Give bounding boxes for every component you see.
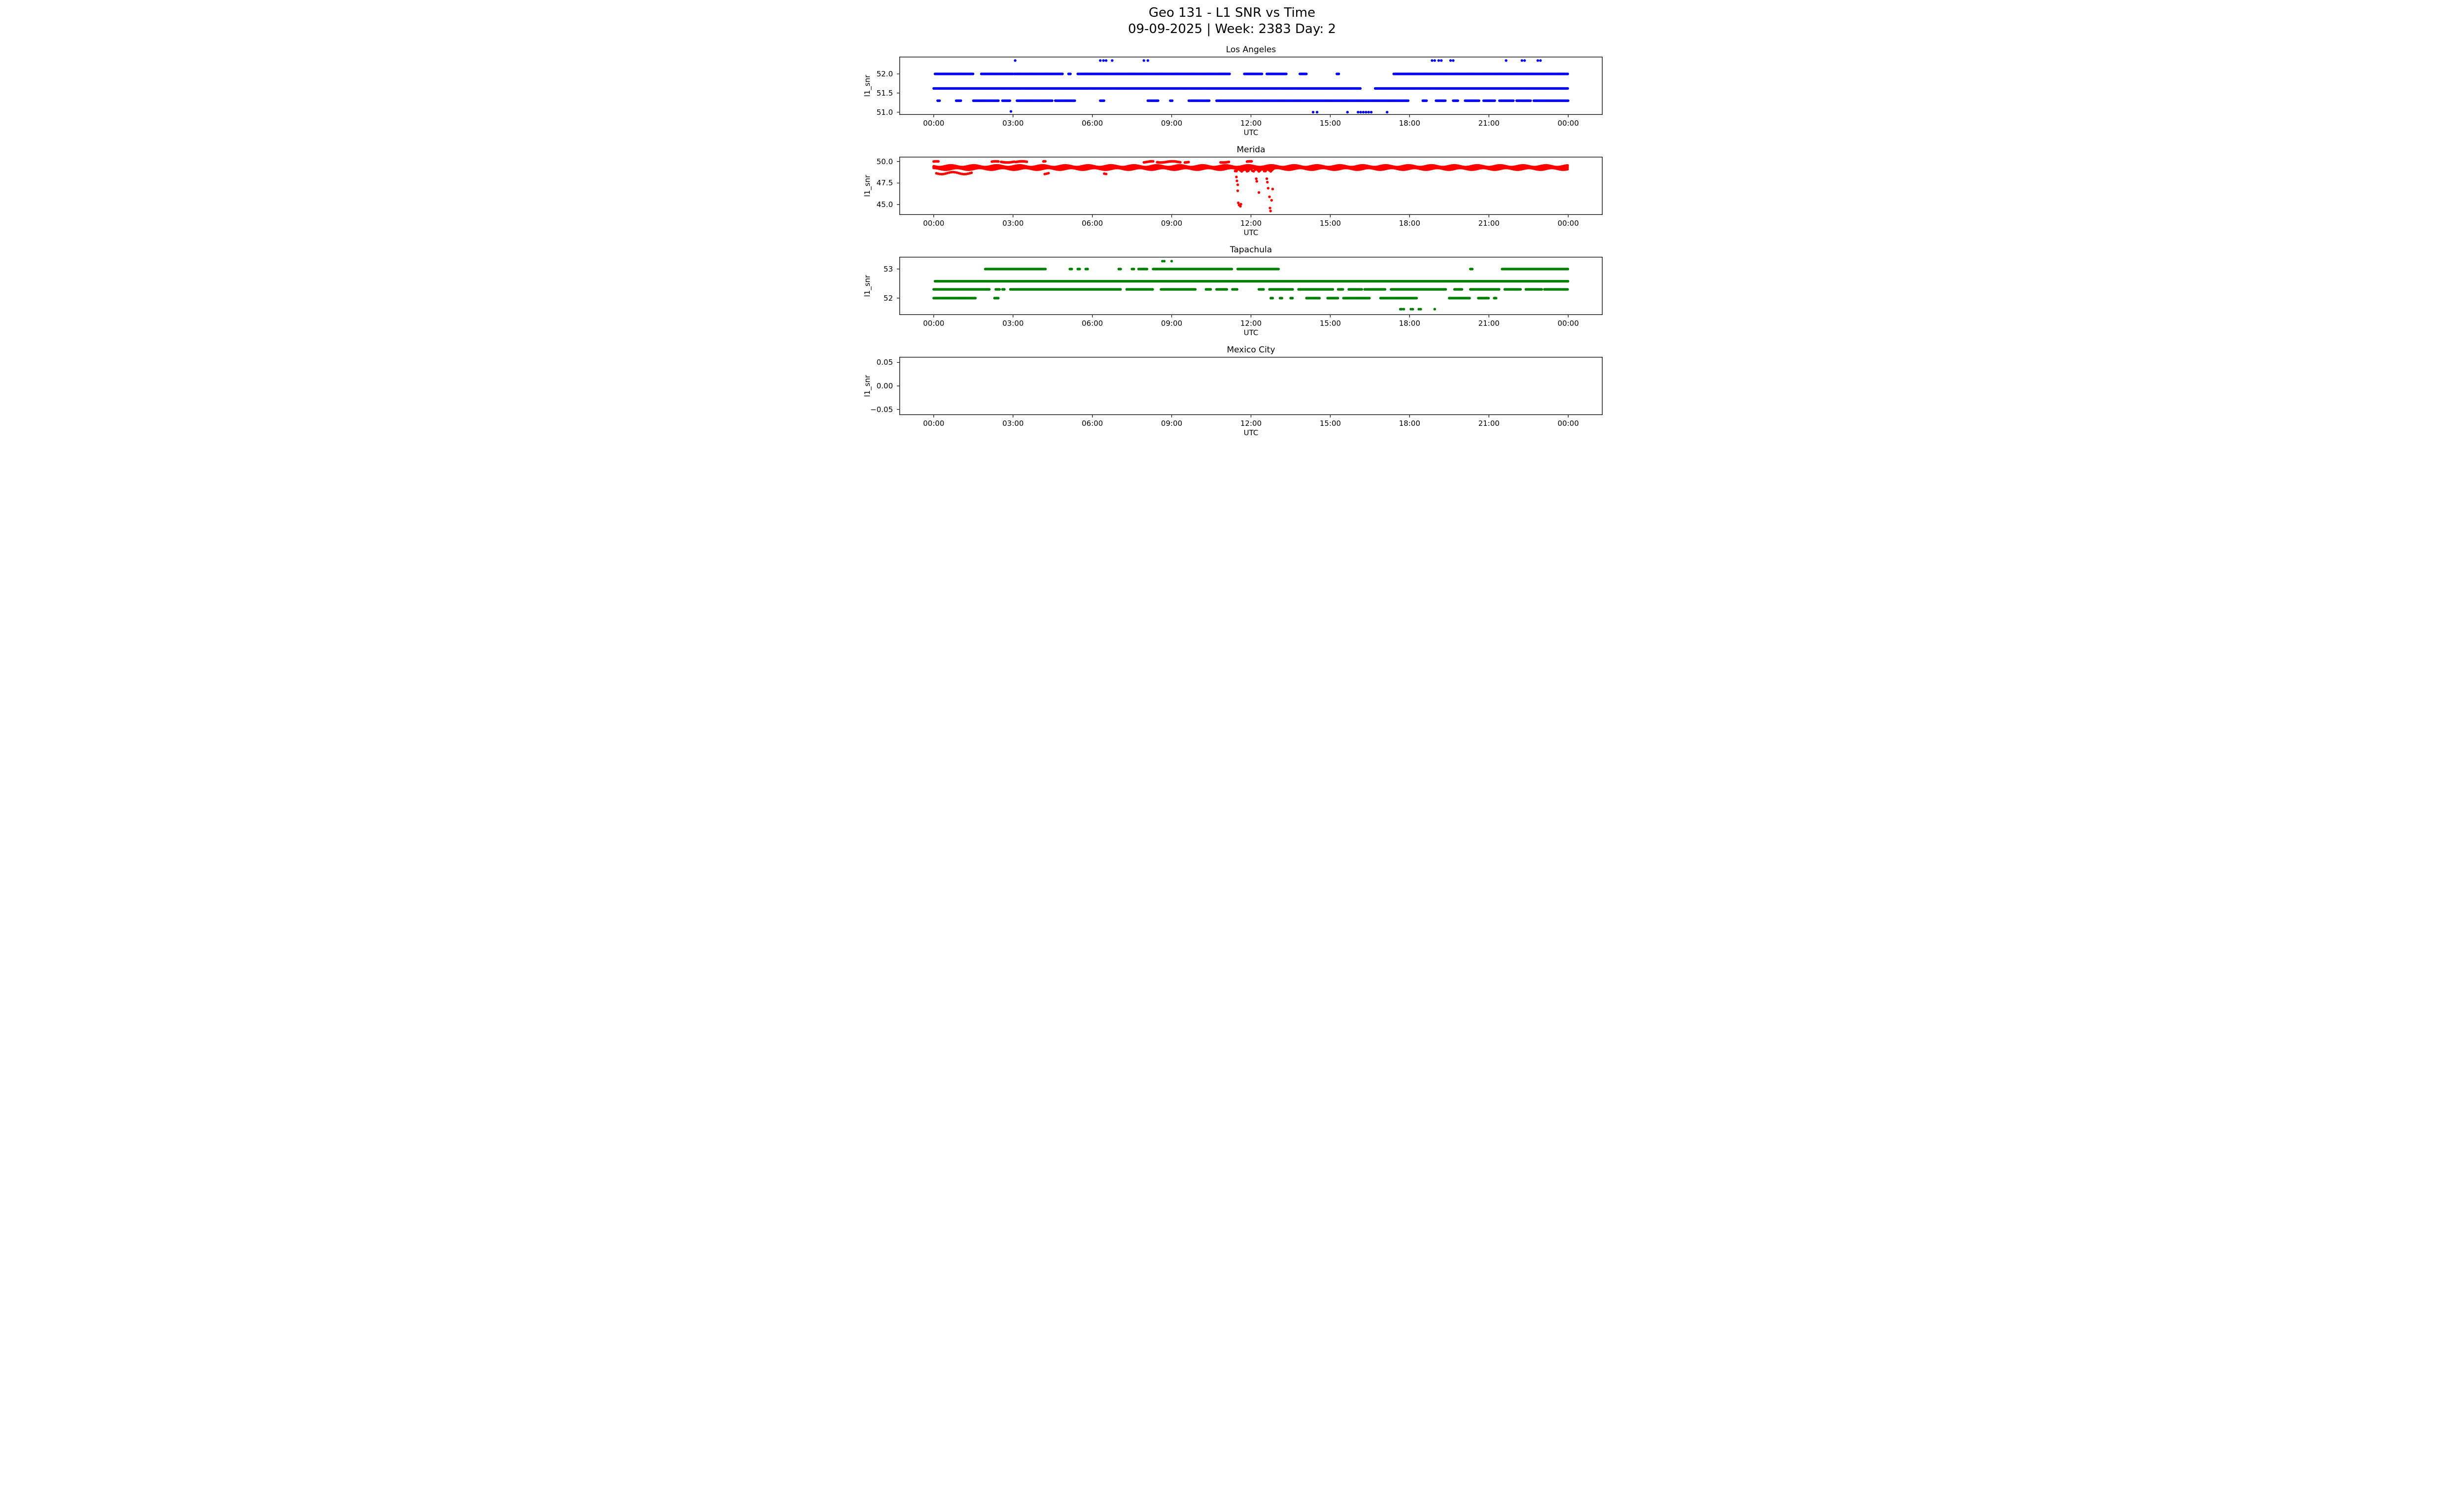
- subplot-title-los-angeles: Los Angeles: [1226, 45, 1276, 55]
- x-tick-labels: 00:00 03:00 06:00 09:00 12:00 15:00 18:00 21:00…: [896, 318, 1603, 328]
- subplot-title-merida: Merida: [1236, 145, 1266, 155]
- subplot-los-angeles: Los Angeles l1_snr 51.0 51.5 52.0 00:00 03:00 0…: [853, 45, 1611, 137]
- x-tick-label: 00:00: [923, 119, 945, 128]
- subplot-mexico-city: Mexico City l1_snr −0.05 0.00 0.05 00:00 03:00…: [853, 345, 1611, 437]
- x-tick-label: 09:00: [1161, 319, 1183, 328]
- x-tick-label: 00:00: [1557, 219, 1579, 228]
- y-tick-label: 0.05: [876, 358, 893, 367]
- y-tick-label: 45.0: [876, 200, 893, 209]
- x-tick-label: 00:00: [923, 419, 945, 428]
- y-tick-label: 52: [883, 293, 893, 303]
- subplot-merida: Merida l1_snr 45.0 47.5 50.0 00:00 03:00 06:00 0…: [853, 145, 1611, 237]
- x-tick-label: 21:00: [1478, 319, 1500, 328]
- x-tick-label: 06:00: [1081, 319, 1103, 328]
- y-tick-label: 51.0: [876, 107, 893, 117]
- x-tick-label: 15:00: [1319, 119, 1341, 128]
- x-tick-label: 09:00: [1161, 119, 1183, 128]
- plot-canvas-tapachula: [896, 257, 1603, 318]
- figure: Geo 131 - L1 SNR vs Time 09-09-2025 | We…: [853, 0, 1611, 437]
- x-tick-labels: 00:00 03:00 06:00 09:00 12:00 15:00 18:00 21:00…: [896, 118, 1603, 128]
- x-tick-label: 00:00: [1557, 319, 1579, 328]
- plot-body-los-angeles: l1_snr 51.0 51.5 52.0: [853, 57, 1611, 118]
- x-tick-label: 18:00: [1399, 219, 1420, 228]
- y-tick-label: 50.0: [876, 157, 893, 166]
- figure-title: Geo 131 - L1 SNR vs Time: [1148, 5, 1316, 20]
- x-axis-label: UTC: [1243, 428, 1259, 437]
- x-axis-label: UTC: [1243, 228, 1259, 237]
- y-tick-label: −0.05: [870, 405, 893, 414]
- x-tick-label: 03:00: [1002, 319, 1024, 328]
- x-tick-label: 12:00: [1240, 119, 1262, 128]
- x-axis-label: UTC: [1243, 128, 1259, 137]
- x-tick-label: 21:00: [1478, 419, 1500, 428]
- plot-body-mexico-city: l1_snr −0.05 0.00 0.05: [853, 357, 1611, 418]
- subplot-title-mexico-city: Mexico City: [1227, 345, 1275, 355]
- y-tick-label: 53: [883, 264, 893, 274]
- x-tick-label: 18:00: [1399, 119, 1420, 128]
- y-tick-label: 51.5: [876, 88, 893, 98]
- plot-body-merida: l1_snr 45.0 47.5 50.0: [853, 157, 1611, 218]
- plot-body-tapachula: l1_snr 52 53: [853, 257, 1611, 318]
- x-tick-label: 12:00: [1240, 219, 1262, 228]
- x-tick-label: 03:00: [1002, 119, 1024, 128]
- x-tick-label: 15:00: [1319, 319, 1341, 328]
- x-tick-label: 06:00: [1081, 119, 1103, 128]
- x-tick-label: 21:00: [1478, 119, 1500, 128]
- plot-canvas-mexico-city: [896, 357, 1603, 418]
- plot-canvas-merida: [896, 157, 1603, 218]
- x-tick-label: 00:00: [923, 319, 945, 328]
- x-tick-label: 18:00: [1399, 319, 1420, 328]
- x-tick-labels: 00:00 03:00 06:00 09:00 12:00 15:00 18:00 21:00…: [896, 418, 1603, 428]
- plot-canvas-los-angeles: [896, 57, 1603, 118]
- x-tick-label: 03:00: [1002, 219, 1024, 228]
- x-tick-label: 06:00: [1081, 219, 1103, 228]
- x-tick-label: 06:00: [1081, 419, 1103, 428]
- x-tick-label: 09:00: [1161, 219, 1183, 228]
- x-axis-label: UTC: [1243, 328, 1259, 337]
- subplot-title-tapachula: Tapachula: [1230, 245, 1272, 255]
- x-tick-labels: 00:00 03:00 06:00 09:00 12:00 15:00 18:00 21:00…: [896, 218, 1603, 228]
- y-tick-label: 47.5: [876, 178, 893, 188]
- figure-subtitle: 09-09-2025 | Week: 2383 Day: 2: [1128, 21, 1336, 36]
- x-tick-label: 00:00: [923, 219, 945, 228]
- x-tick-label: 12:00: [1240, 319, 1262, 328]
- x-tick-label: 03:00: [1002, 419, 1024, 428]
- x-tick-label: 15:00: [1319, 219, 1341, 228]
- x-tick-label: 21:00: [1478, 219, 1500, 228]
- x-tick-label: 12:00: [1240, 419, 1262, 428]
- subplots-container: Los Angeles l1_snr 51.0 51.5 52.0 00:00 03:00 0…: [853, 45, 1611, 437]
- subplot-tapachula: Tapachula l1_snr 52 53 00:00 03:00 06:00 09:00 1…: [853, 245, 1611, 337]
- y-tick-label: 52.0: [876, 69, 893, 78]
- y-tick-label: 0.00: [876, 382, 893, 390]
- x-tick-label: 00:00: [1557, 119, 1579, 128]
- x-tick-label: 09:00: [1161, 419, 1183, 428]
- x-tick-label: 00:00: [1557, 419, 1579, 428]
- x-tick-label: 15:00: [1319, 419, 1341, 428]
- x-tick-label: 18:00: [1399, 419, 1420, 428]
